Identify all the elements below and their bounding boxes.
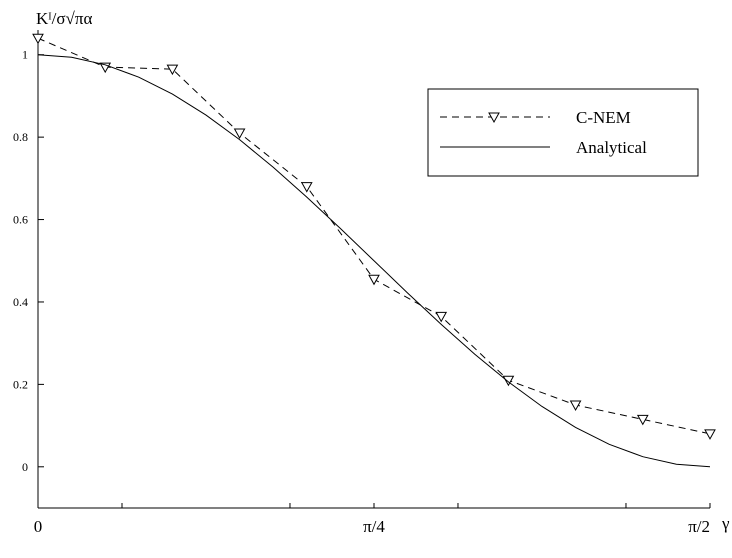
x-axis-label: γ [721, 514, 730, 533]
x-tick-label: 0 [34, 517, 43, 536]
data-point-marker [704, 429, 716, 440]
legend: C-NEM Analytical [427, 88, 699, 177]
ticks: 0 0.2 0.4 0.6 0.8 1 0 π/4 π/2 [13, 48, 711, 536]
y-tick-label: 0.4 [13, 295, 28, 309]
data-point-marker [32, 33, 44, 45]
x-tick-label: π/4 [363, 517, 385, 536]
series-line-1 [37, 54, 711, 468]
data-point-marker [502, 375, 515, 387]
data-point-marker [569, 400, 582, 412]
legend-marker [488, 112, 500, 124]
series-layer [32, 33, 716, 468]
y-tick-label: 1 [22, 48, 28, 62]
data-point-marker [435, 311, 448, 323]
data-point-marker [166, 64, 179, 76]
data-point-marker [300, 182, 313, 193]
x-tick-label: π/2 [688, 517, 710, 536]
y-axis-label: Kᴵ/σ√πα [36, 9, 92, 28]
y-tick-label: 0.6 [13, 213, 28, 227]
legend-label-0: C-NEM [576, 108, 631, 127]
data-point-marker [636, 414, 649, 426]
data-point-marker [368, 274, 380, 286]
legend-label-1: Analytical [576, 138, 647, 157]
legend-box [427, 88, 699, 177]
data-point-marker [233, 128, 246, 140]
y-tick-label: 0.8 [13, 130, 28, 144]
y-tick-label: 0 [22, 460, 28, 474]
y-tick-label: 0.2 [13, 377, 28, 391]
